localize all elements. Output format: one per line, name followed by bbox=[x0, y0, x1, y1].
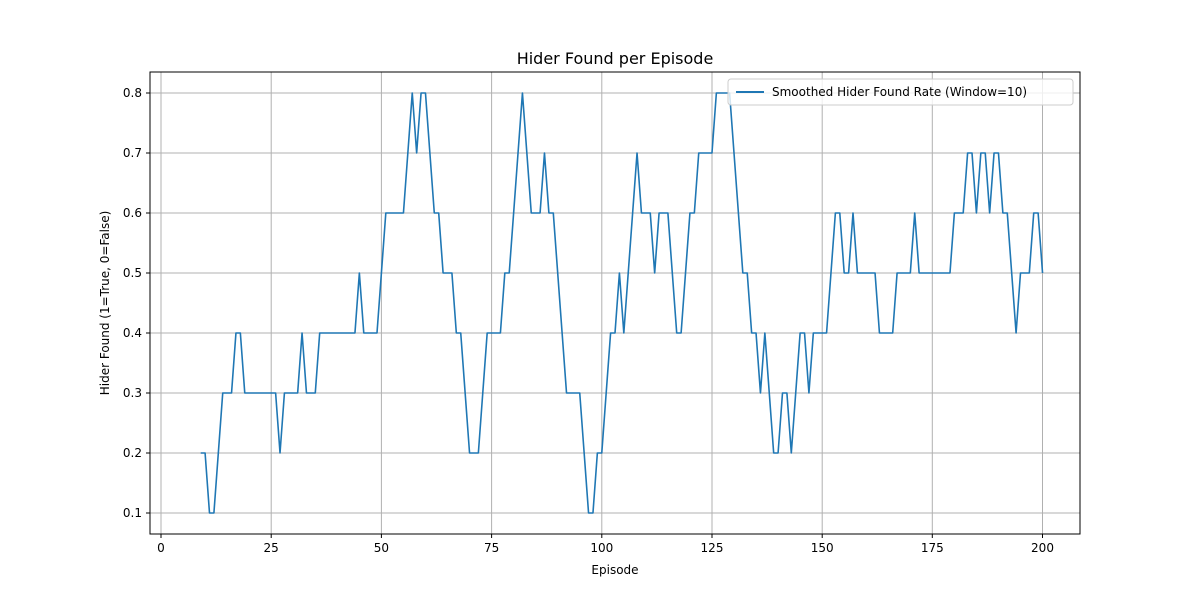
x-tick-label: 200 bbox=[1031, 541, 1054, 555]
legend: Smoothed Hider Found Rate (Window=10) bbox=[727, 78, 1074, 106]
x-tick-label: 75 bbox=[484, 541, 499, 555]
y-tick-label: 0.5 bbox=[123, 266, 142, 280]
grid-lines bbox=[150, 72, 1080, 534]
x-tick-label: 50 bbox=[374, 541, 389, 555]
y-tick-label: 0.8 bbox=[123, 86, 142, 100]
x-tick-label: 125 bbox=[701, 541, 724, 555]
y-tick-label: 0.3 bbox=[123, 386, 142, 400]
series-layer bbox=[200, 92, 1044, 514]
x-tick-label: 175 bbox=[921, 541, 944, 555]
legend-entry: Smoothed Hider Found Rate (Window=10) bbox=[772, 85, 1027, 99]
chart-title: Hider Found per Episode bbox=[517, 49, 714, 68]
y-axis: 0.1 0.2 0.3 0.4 0.5 0.6 0.7 0.8 bbox=[123, 86, 150, 520]
y-tick-label: 0.1 bbox=[123, 506, 142, 520]
y-tick-label: 0.2 bbox=[123, 446, 142, 460]
series-line bbox=[200, 92, 1044, 514]
legend-box bbox=[727, 78, 1074, 106]
x-tick-label: 0 bbox=[157, 541, 165, 555]
y-tick-label: 0.6 bbox=[123, 206, 142, 220]
x-axis-label: Episode bbox=[591, 563, 638, 577]
plot-frame bbox=[149, 71, 1081, 535]
x-tick-label: 150 bbox=[811, 541, 834, 555]
y-tick-label: 0.4 bbox=[123, 326, 142, 340]
y-tick-label: 0.7 bbox=[123, 146, 142, 160]
y-axis-label: Hider Found (1=True, 0=False) bbox=[98, 211, 112, 396]
x-axis: 0 25 50 75 100 125 150 175 200 bbox=[157, 534, 1054, 555]
x-tick-label: 25 bbox=[264, 541, 279, 555]
x-tick-label: 100 bbox=[590, 541, 613, 555]
